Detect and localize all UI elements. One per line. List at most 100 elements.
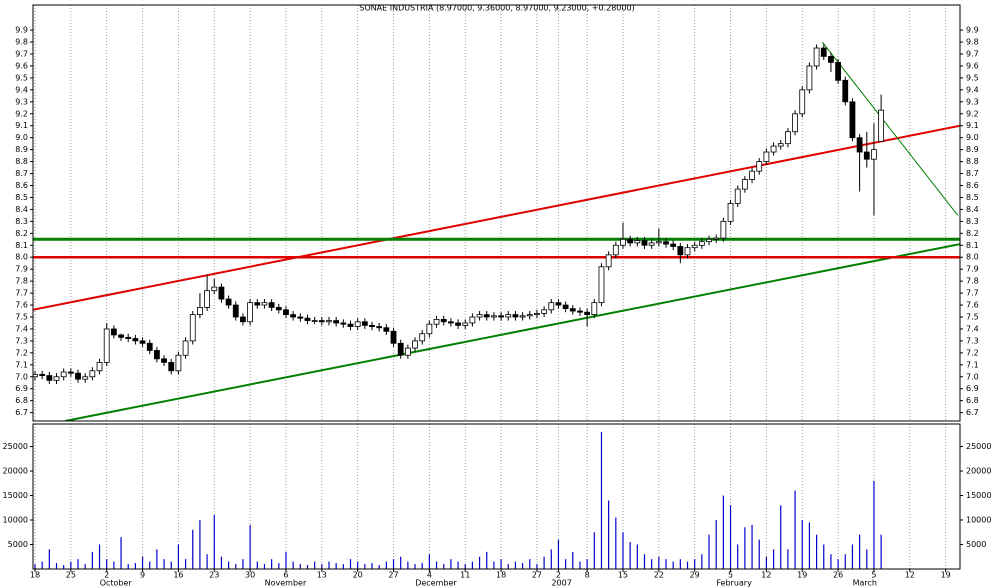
y-tick-label: 9.6 (15, 61, 28, 70)
candle-body (146, 342, 153, 351)
candle-body (75, 372, 81, 380)
candle-body (304, 317, 311, 321)
chart-title: SONAE INDUSTRIA (8.97000, 9.36000, 8.970… (359, 4, 634, 13)
candle-body (311, 320, 318, 322)
y-tick-label: 8.6 (966, 181, 979, 190)
x-tick-label: 9 (140, 571, 145, 580)
y-tick-label: 7.6 (966, 301, 979, 310)
y-tick-label: 7.6 (15, 301, 28, 310)
month-label: February (716, 579, 752, 587)
x-tick-label: 23 (209, 571, 219, 580)
candle-body (498, 315, 504, 318)
candle-body (749, 170, 755, 180)
month-label: December (415, 579, 457, 587)
volume-panel (34, 431, 882, 569)
candle-body (39, 373, 46, 376)
candle-body (447, 321, 454, 324)
candle-body (455, 322, 461, 326)
candle-body (96, 362, 103, 372)
candle-body (598, 266, 605, 304)
candle-body (426, 323, 433, 335)
candle-body (433, 318, 440, 325)
candle-body (756, 161, 763, 172)
candle-body (404, 347, 411, 356)
candle-body (698, 241, 705, 246)
y-tick-label: 8.7 (15, 169, 28, 178)
candle-body (275, 307, 282, 311)
candle-body (727, 203, 734, 222)
volume-frame (32, 423, 961, 570)
y-tick-label: 9.5 (966, 73, 979, 82)
x-tick-label: 18 (496, 571, 506, 580)
y-tick-label: 7.0 (966, 372, 979, 381)
candle-body (605, 254, 612, 268)
volume-tick-label: 20000 (3, 467, 28, 476)
y-tick-label: 8.3 (15, 217, 28, 226)
candle-body (161, 358, 167, 363)
candle-body (340, 322, 347, 325)
y-tick-label: 7.0 (15, 372, 28, 381)
y-tick-label: 9.1 (966, 121, 979, 130)
y-tick-label: 8.3 (966, 217, 979, 226)
candle-body (333, 320, 340, 324)
y-tick-label: 6.8 (15, 396, 28, 405)
price-panel (33, 41, 960, 421)
candle-body (741, 179, 748, 190)
candle-body (290, 314, 297, 318)
y-tick-label: 9.3 (15, 97, 28, 106)
candle-body (82, 376, 89, 380)
candle-body (828, 56, 834, 63)
x-tick-label: 8 (585, 571, 590, 580)
y-tick-label: 7.1 (15, 360, 28, 369)
volume-tick-label: 5000 (8, 540, 28, 549)
candle-body (419, 333, 426, 342)
candle-body (232, 304, 239, 318)
candle-body (390, 330, 397, 344)
y-tick-label: 8.2 (966, 229, 979, 238)
candle-body (376, 326, 383, 329)
x-tick-label: 2 (556, 571, 561, 580)
x-tick-label: 30 (245, 571, 255, 580)
candle-body (440, 318, 447, 323)
y-tick-label: 7.2 (15, 348, 28, 357)
y-tick-label: 7.5 (966, 313, 979, 322)
candle-body (720, 220, 727, 239)
y-tick-label: 9.7 (966, 50, 979, 59)
candle-body (125, 336, 132, 339)
candle-body (491, 315, 497, 318)
candle-body (813, 47, 820, 67)
y-tick-label: 8.7 (966, 169, 979, 178)
candle-body (197, 307, 203, 316)
candle-body (153, 350, 160, 360)
candle-body (103, 328, 110, 363)
y-tick-label: 9.8 (15, 38, 28, 47)
candle-body (189, 314, 196, 342)
candle-body (369, 324, 375, 327)
volume-tick-label: 5000 (966, 540, 986, 549)
volume-tick-label: 15000 (966, 491, 991, 500)
candle-body (132, 338, 139, 342)
x-tick-label: 27 (532, 571, 542, 580)
x-tick-label: 12 (905, 571, 915, 580)
y-tick-label: 8.5 (15, 193, 28, 202)
y-tick-label: 7.1 (966, 360, 979, 369)
candle-body (60, 371, 67, 378)
candle-body (462, 322, 469, 326)
volume-tick-label: 10000 (966, 516, 991, 525)
x-tick-label: 25 (66, 571, 76, 580)
candle-body (168, 362, 175, 372)
x-tick-label: 12 (761, 571, 771, 580)
grid (34, 5, 947, 569)
volume-tick-label: 25000 (3, 442, 28, 451)
candle-body (577, 310, 583, 313)
candle-body (225, 298, 232, 306)
y-tick-label: 9.4 (15, 85, 28, 94)
y-tick-label: 8.1 (966, 241, 979, 250)
candle-body (863, 151, 870, 160)
candle-body (878, 109, 885, 142)
candle-body (612, 244, 619, 256)
candle-body (261, 302, 268, 306)
